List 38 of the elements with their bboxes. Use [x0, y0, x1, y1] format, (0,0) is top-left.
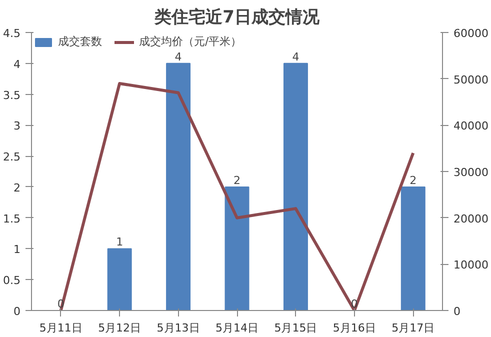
data-label: 2 [410, 174, 417, 187]
bar [224, 186, 250, 310]
x-tick-label: 5月11日 [39, 322, 82, 334]
legend-label: 成交均价（元/平米） [139, 34, 242, 49]
chart-title: 类住宅近7日成交情况 [154, 8, 320, 28]
y-tick-label: 1.5 [3, 212, 21, 226]
bar [283, 62, 308, 310]
bar [107, 248, 132, 310]
y-tick-label: 0 [14, 305, 20, 318]
x-tick-label: 5月12日 [98, 322, 142, 334]
data-label: 2 [234, 174, 240, 187]
x-tick-label: 5月15日 [274, 322, 318, 334]
y-tick-label: 3 [14, 120, 20, 133]
x-tick-label: 5月14日 [216, 322, 258, 334]
y-tick-label: 4 [14, 58, 20, 71]
y-tick-label: 0.5 [3, 274, 21, 288]
x-tick-label: 5月17日 [392, 322, 435, 334]
data-label: 4 [292, 50, 300, 64]
y-tick-label: 3.5 [3, 88, 21, 102]
line-series [59, 82, 415, 310]
y-tick-label: 4.5 [3, 27, 21, 40]
y2-tick-label: 20000 [454, 212, 488, 226]
y-tick-label: 2 [14, 181, 20, 194]
x-tick-label: 5月16日 [332, 322, 376, 334]
bar [166, 62, 191, 310]
y2-tick-label: 50000 [454, 73, 488, 86]
x-tick-label: 5月13日 [156, 322, 200, 334]
y-tick-label: 1 [14, 243, 20, 256]
y2-tick-label: 40000 [454, 120, 488, 133]
data-label: 1 [116, 236, 124, 249]
y2-tick-label: 30000 [454, 166, 488, 179]
bar [400, 186, 426, 310]
y2-tick-label: 10000 [454, 258, 488, 272]
y2-tick-label: 60000 [454, 27, 488, 40]
data-label: 4 [174, 50, 182, 64]
y-tick-label: 2.5 [3, 150, 21, 164]
legend-label: 成交套数 [58, 34, 102, 49]
y2-tick-label: 0 [454, 305, 460, 318]
